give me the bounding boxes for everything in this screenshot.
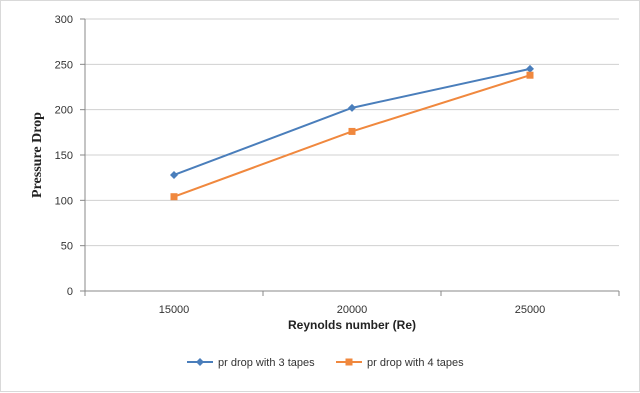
legend-marker <box>345 358 353 366</box>
data-point <box>348 127 356 135</box>
y-tick-labels: 0 50 100 150 200 250 300 <box>55 14 85 298</box>
x-tick-label: 25000 <box>515 304 546 316</box>
series-2 <box>170 71 534 201</box>
data-point <box>170 193 178 201</box>
data-point <box>526 64 534 73</box>
y-tick-label: 150 <box>55 150 73 162</box>
y-tick-label: 200 <box>55 105 73 117</box>
y-tick-label: 50 <box>61 241 73 253</box>
series-line <box>173 74 531 198</box>
y-axis-title: Pressure Drop <box>30 112 45 198</box>
legend: pr drop with 3 tapes pr drop with 4 tapes <box>187 357 464 369</box>
x-tick-label: 15000 <box>159 304 190 316</box>
gridlines <box>85 18 619 247</box>
data-point <box>170 170 178 179</box>
data-point <box>348 103 356 112</box>
y-tick-label: 250 <box>55 59 73 71</box>
x-axis-title: Reynolds number (Re) <box>288 318 416 332</box>
y-tick-label: 100 <box>55 195 73 207</box>
series-1 <box>170 64 534 179</box>
series-line <box>173 67 531 176</box>
legend-item: pr drop with 4 tapes <box>336 357 464 369</box>
legend-marker <box>196 358 204 366</box>
legend-item: pr drop with 3 tapes <box>187 357 315 369</box>
series <box>170 64 534 201</box>
x-tick-label: 20000 <box>337 304 368 316</box>
x-tick-labels: 15000 20000 25000 <box>84 291 620 316</box>
y-tick-label: 0 <box>67 286 73 298</box>
legend-label: pr drop with 4 tapes <box>367 357 464 369</box>
y-tick-label: 300 <box>55 14 73 26</box>
legend-label: pr drop with 3 tapes <box>218 357 315 369</box>
data-point <box>526 71 534 79</box>
